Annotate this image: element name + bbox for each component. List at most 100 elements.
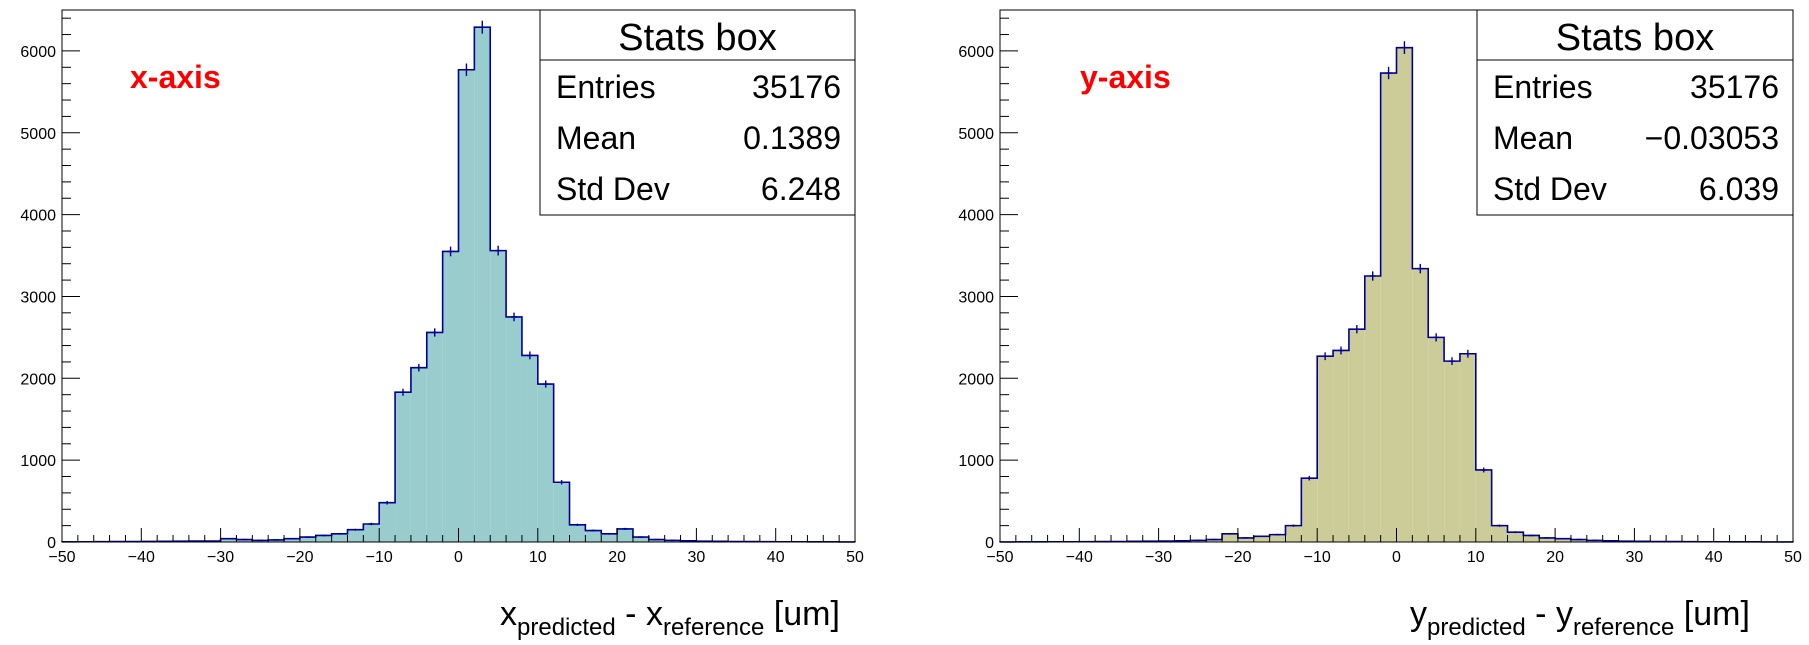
histogram-bin — [632, 537, 649, 542]
panel-label: x-axis — [130, 59, 221, 95]
histogram-bin — [1428, 337, 1445, 542]
histogram-bin — [1301, 478, 1318, 542]
stats-row-value: −0.03053 — [1645, 120, 1779, 156]
histogram-bin — [1475, 469, 1492, 542]
histogram-bin — [1269, 534, 1286, 542]
stats-title: Stats box — [1556, 17, 1714, 59]
histogram-bin — [379, 502, 396, 542]
x-tick-label: 20 — [608, 549, 626, 566]
histogram-bin — [395, 392, 411, 542]
histogram-bin — [363, 523, 380, 542]
stats-row-value: 6.248 — [761, 171, 841, 207]
stats-row-label: Entries — [1493, 69, 1593, 105]
y-tick-label: 1000 — [20, 453, 56, 470]
x-tick-label: 0 — [1392, 549, 1401, 566]
x-axis-title-part: x — [500, 595, 517, 633]
x-axis-title-part: y — [1410, 595, 1427, 633]
stats-row-label: Std Dev — [1493, 171, 1607, 207]
x-axis-title-part: reference — [663, 614, 764, 641]
x-axis-title-part: reference — [1573, 614, 1674, 641]
panel-x-histogram: −50 −40 −30 −20 −10 0 10 20 30 40 50 0 1000 2000 3000 4… — [20, 9, 864, 641]
histogram-bin — [1364, 276, 1381, 542]
x-tick-label: −30 — [207, 549, 234, 566]
histogram-bin — [1555, 538, 1571, 542]
x-axis-title: ypredicted - yreference [um] — [1410, 595, 1750, 641]
stats-row-value: 35176 — [1690, 69, 1779, 105]
y-tick-label: 5000 — [20, 126, 56, 143]
y-tick-label: 1000 — [958, 453, 994, 470]
x-axis-title-part: [um] — [764, 595, 840, 633]
panel-y-histogram: −50 −40 −30 −20 −10 0 10 20 30 40 50 0 1000 2000 3000 4… — [958, 9, 1802, 641]
histogram-bin — [1412, 268, 1429, 542]
stats-row-label: Mean — [556, 120, 636, 156]
histogram-bin — [1317, 356, 1334, 542]
y-tick-label: 5000 — [958, 126, 994, 143]
x-axis-title-part: - x — [616, 595, 663, 633]
y-tick-label: 2000 — [20, 371, 56, 388]
histogram-bin — [1253, 536, 1270, 542]
histogram-bin — [601, 533, 618, 542]
histogram-bin — [299, 537, 316, 542]
histogram-bin — [569, 524, 586, 542]
y-tick-label: 6000 — [958, 44, 994, 61]
histogram-bin — [1206, 539, 1223, 542]
stats-title: Stats box — [618, 17, 776, 59]
x-axis-title-part: predicted — [1427, 614, 1526, 641]
histogram-bin — [1222, 533, 1238, 542]
histogram-bin — [617, 528, 633, 542]
stats-row-value: 6.039 — [1699, 171, 1779, 207]
y-tick-label: 4000 — [20, 208, 56, 225]
histogram-bin — [648, 539, 665, 542]
x-tick-label: 40 — [767, 549, 785, 566]
x-tick-label: −20 — [286, 549, 313, 566]
histogram-bin — [585, 530, 602, 542]
x-tick-label: −10 — [1304, 549, 1331, 566]
stats-box — [539, 9, 856, 216]
histogram-bin — [506, 316, 522, 542]
stats-row-value: 35176 — [752, 69, 841, 105]
histogram-bin — [1380, 73, 1397, 542]
histogram-bin — [1444, 361, 1460, 542]
histogram-bin — [220, 538, 237, 542]
x-tick-label: −40 — [128, 549, 155, 566]
histogram-bin — [347, 529, 364, 542]
y-tick-label: 4000 — [958, 208, 994, 225]
histogram-bin — [458, 69, 475, 543]
histogram-bin — [490, 250, 507, 542]
histogram-bin — [1586, 540, 1603, 542]
histogram-bin — [1333, 350, 1349, 542]
histogram-bin — [284, 538, 300, 542]
stats-row-label: Std Dev — [556, 171, 670, 207]
histogram-bin — [1396, 47, 1413, 542]
histogram-bin — [1539, 537, 1556, 542]
histogram-bin — [1570, 539, 1587, 542]
x-axis-title-part: [um] — [1674, 595, 1750, 633]
y-tick-label: 0 — [47, 535, 56, 552]
x-tick-label: −40 — [1066, 549, 1093, 566]
histogram-bin — [410, 367, 427, 542]
x-tick-label: 30 — [688, 549, 706, 566]
histogram-bin — [1459, 353, 1476, 542]
histogram-bin — [331, 533, 348, 542]
histogram-bin — [1237, 537, 1254, 542]
histogram-bin — [315, 535, 332, 542]
y-tick-label: 3000 — [20, 289, 56, 306]
histogram-bin — [474, 27, 491, 543]
x-tick-label: 10 — [529, 549, 547, 566]
y-tick-label: 6000 — [20, 44, 56, 61]
histogram-bin — [1190, 540, 1207, 542]
y-tick-label: 0 — [985, 535, 994, 552]
x-tick-label: −50 — [986, 549, 1013, 566]
x-tick-label: 50 — [846, 549, 864, 566]
x-tick-label: 50 — [1784, 549, 1802, 566]
x-tick-label: 40 — [1705, 549, 1723, 566]
stats-box — [1476, 9, 1794, 216]
stats-row-label: Entries — [556, 69, 656, 105]
x-tick-label: −20 — [1224, 549, 1251, 566]
y-tick-label: 2000 — [958, 371, 994, 388]
y-tick-label: 3000 — [958, 289, 994, 306]
histogram-bin — [426, 332, 443, 542]
x-tick-label: 0 — [454, 549, 463, 566]
histogram-bin — [1507, 532, 1524, 542]
